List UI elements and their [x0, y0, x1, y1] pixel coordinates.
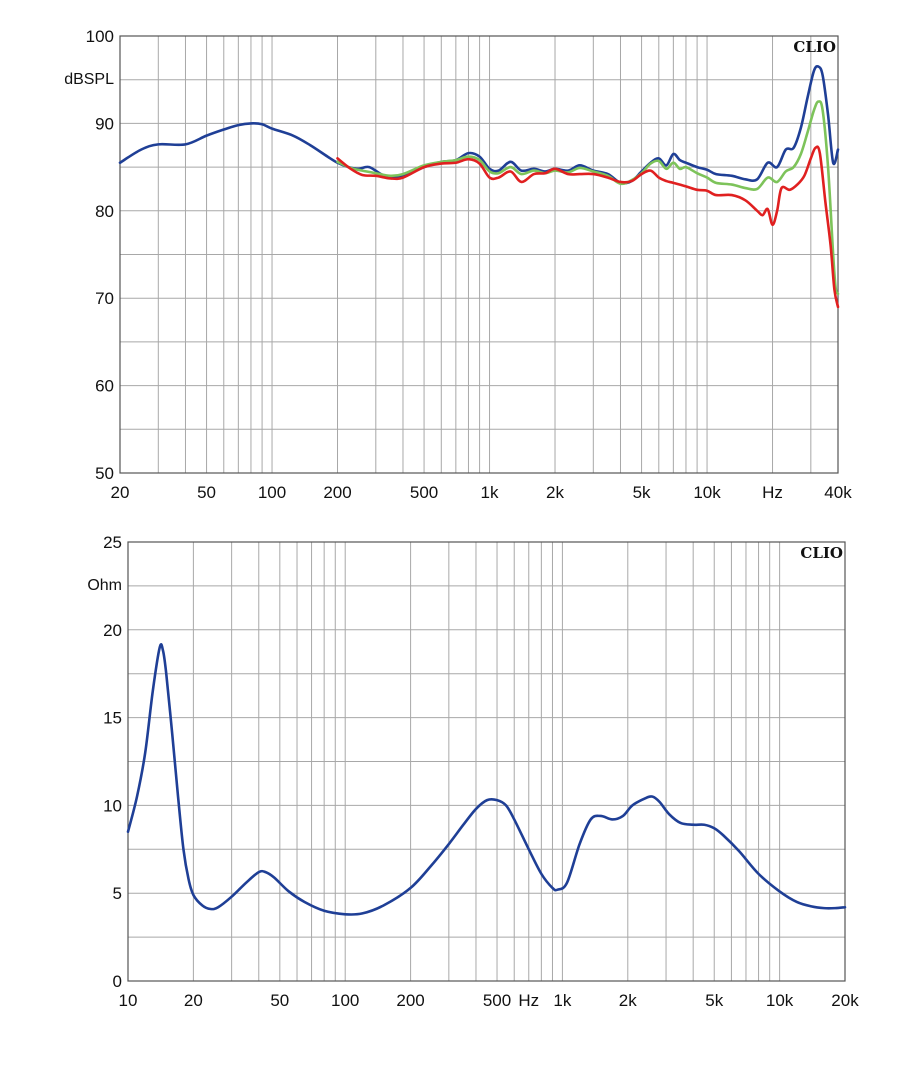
x-tick-label: 200 — [396, 991, 424, 1010]
y-tick-label: 90 — [95, 114, 114, 133]
x-tick-label: 500 — [483, 991, 511, 1010]
series-line — [126, 643, 847, 916]
brand-label: CLIO — [793, 38, 836, 56]
x-tick-label: 1k — [481, 483, 499, 502]
y-axis-label: Ohm — [87, 577, 122, 594]
x-tick-label: 20k — [831, 991, 859, 1010]
y-tick-label: 15 — [103, 709, 122, 728]
impedance-chart: 0 5 10 15 20 25 10 20 50 100 200 500 Hz 1k 2k 5k 10k 20k O… — [87, 533, 859, 1010]
brand-label: CLIO — [800, 544, 843, 562]
x-tick-label: 2k — [619, 991, 637, 1010]
series-line — [336, 145, 840, 309]
y-axis-label: dBSPL — [64, 71, 114, 88]
x-tick-label: 100 — [331, 991, 359, 1010]
x-tick-label: Hz — [762, 483, 783, 502]
y-tick-label: 60 — [95, 377, 114, 396]
x-tick-label: 500 — [410, 483, 438, 502]
plot-frame — [127, 541, 846, 982]
x-tick-label: 200 — [323, 483, 351, 502]
y-tick-label: 50 — [95, 464, 114, 483]
y-tick-label: 10 — [103, 796, 122, 815]
x-tick-label: 2k — [546, 483, 564, 502]
y-tick-label: 70 — [95, 289, 114, 308]
x-tick-label: Hz — [518, 991, 539, 1010]
plot-frame — [119, 35, 839, 474]
x-tick-label: 20 — [111, 483, 130, 502]
x-tick-label: 50 — [197, 483, 216, 502]
x-tick-label: 50 — [270, 991, 289, 1010]
x-tick-label: 1k — [553, 991, 571, 1010]
y-tick-label: 5 — [113, 884, 122, 903]
y-tick-label: 80 — [95, 202, 114, 221]
x-tick-label: 5k — [705, 991, 723, 1010]
x-tick-label: 20 — [184, 991, 203, 1010]
x-tick-label: 10 — [119, 991, 138, 1010]
y-tick-label: 100 — [86, 27, 114, 46]
x-tick-label: 5k — [633, 483, 651, 502]
y-tick-label: 25 — [103, 533, 122, 552]
x-tick-label: 10k — [693, 483, 721, 502]
x-tick-label: 100 — [258, 483, 286, 502]
y-tick-label: 20 — [103, 621, 122, 640]
x-tick-label: 40k — [824, 483, 852, 502]
series-line — [336, 100, 840, 296]
y-tick-label: 0 — [113, 972, 122, 991]
x-tick-label: 10k — [766, 991, 794, 1010]
